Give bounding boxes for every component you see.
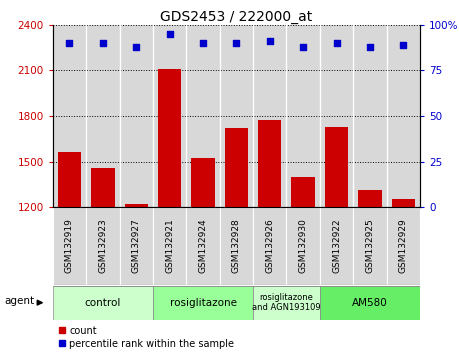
Bar (53, 25, 86, 207)
Point (99, 40, 106, 46)
Bar (320, 286, 420, 320)
Bar (186, 25, 220, 207)
Point (366, 44, 374, 50)
Text: GSM132928: GSM132928 (232, 219, 241, 273)
Bar (353, 25, 386, 207)
Bar (253, 286, 320, 320)
Bar (253, 25, 286, 207)
Bar (353, 207, 386, 285)
Bar (191, 159, 215, 207)
Bar (220, 25, 253, 207)
Bar (58, 153, 81, 207)
Text: GSM132927: GSM132927 (132, 219, 141, 273)
Bar (320, 25, 353, 207)
Bar (53, 207, 86, 285)
Bar (320, 207, 353, 285)
Point (133, 44, 140, 50)
Bar (291, 177, 315, 207)
Bar (286, 207, 320, 285)
Text: GSM132925: GSM132925 (365, 219, 375, 273)
Bar (392, 200, 415, 207)
Text: GSM132919: GSM132919 (65, 218, 74, 274)
Title: GDS2453 / 222000_at: GDS2453 / 222000_at (160, 10, 313, 24)
Bar (186, 207, 220, 285)
Text: agent: agent (4, 296, 34, 306)
Point (299, 44, 307, 50)
Legend: count, percentile rank within the sample: count, percentile rank within the sample (58, 326, 234, 349)
Bar (119, 25, 153, 207)
Bar (386, 25, 420, 207)
Text: GSM132924: GSM132924 (198, 219, 207, 273)
Point (233, 40, 240, 46)
Bar (153, 207, 186, 285)
Text: GSM132922: GSM132922 (332, 219, 341, 273)
Point (66, 40, 73, 46)
Text: rosiglitazone
and AGN193109: rosiglitazone and AGN193109 (252, 293, 321, 312)
Text: GSM132930: GSM132930 (299, 218, 308, 274)
Bar (225, 128, 248, 207)
Bar (124, 204, 148, 207)
Bar (286, 25, 320, 207)
Text: GSM132926: GSM132926 (265, 219, 274, 273)
Bar (386, 207, 420, 285)
Bar (119, 207, 153, 285)
Bar (253, 207, 286, 285)
Bar (53, 286, 153, 320)
Bar (153, 25, 186, 207)
Point (333, 40, 340, 46)
Text: rosiglitazone: rosiglitazone (169, 298, 236, 308)
Text: GSM132929: GSM132929 (399, 219, 408, 273)
Point (400, 42, 407, 48)
Bar (86, 25, 119, 207)
Point (266, 38, 274, 44)
Bar (358, 190, 381, 207)
Text: AM580: AM580 (352, 298, 388, 308)
Bar (220, 207, 253, 285)
Text: control: control (84, 298, 121, 308)
Bar (258, 120, 281, 207)
Bar (325, 127, 348, 207)
Bar (158, 69, 181, 207)
Point (199, 40, 207, 46)
Bar (86, 207, 119, 285)
Bar (153, 286, 253, 320)
Point (166, 31, 174, 37)
Bar (91, 167, 115, 207)
Text: GSM132921: GSM132921 (165, 219, 174, 273)
Text: GSM132923: GSM132923 (98, 219, 107, 273)
